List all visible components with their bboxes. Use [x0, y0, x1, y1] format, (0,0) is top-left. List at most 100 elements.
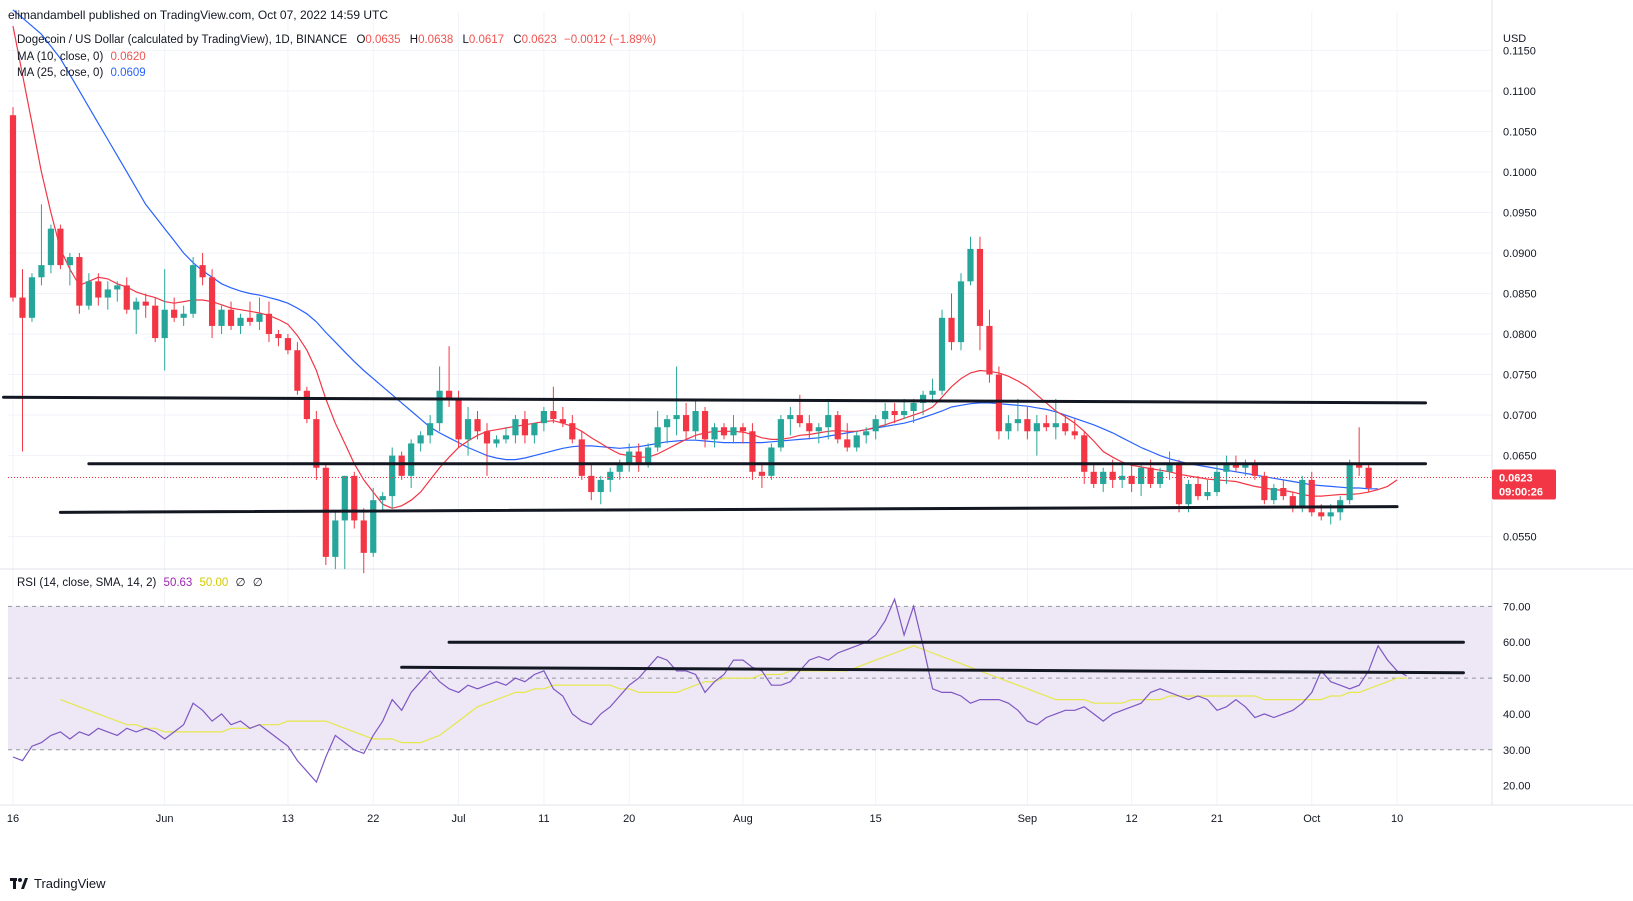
ma10-legend[interactable]: MA (10, close, 0) 0.0620: [17, 51, 146, 63]
rsi-lines: [12, 597, 1407, 784]
time-axis[interactable]: 16 Jun 13 22 Jul 11 20 Aug 15 Sep 12 21 Oct 10: [7, 813, 1403, 825]
candle-body: [142, 301, 149, 306]
candle-body: [341, 475, 348, 521]
candle-body: [227, 309, 235, 326]
candle-body: [408, 443, 415, 476]
publisher-line: elimandambell published on TradingView.c…: [8, 8, 388, 22]
candle-body: [1280, 488, 1287, 497]
candle-body: [796, 415, 803, 424]
candle-body: [190, 265, 197, 314]
tradingview-logo[interactable]: TradingView: [10, 876, 106, 891]
rsi-tick-label: 50.00: [1503, 673, 1531, 685]
candle-body: [588, 475, 595, 493]
candle-body: [464, 419, 472, 440]
candle-body: [635, 451, 642, 464]
candle-body: [38, 265, 45, 278]
rsi-axis[interactable]: 70.00 60.00 50.00 40.00 30.00 20.00: [1503, 601, 1531, 792]
candle-countdown: 09:00:26: [1499, 486, 1543, 498]
candle-body: [910, 402, 917, 412]
time-tick-label: 11: [538, 813, 549, 825]
candle-body: [370, 500, 377, 553]
rsi-legend[interactable]: RSI (14, close, SMA, 14, 2) 50.63 50.00 …: [17, 575, 263, 589]
candle-body: [1090, 471, 1097, 484]
candle-body: [512, 419, 519, 436]
drawn-trendlines[interactable]: [2, 395, 1465, 675]
price-tick-label: 0.0850: [1503, 289, 1537, 301]
symbol-legend[interactable]: Dogecoin / US Dollar (calculated by Trad…: [17, 34, 656, 46]
high-value: 0.0638: [418, 34, 454, 46]
candle-body: [578, 439, 585, 476]
candle-body: [237, 317, 244, 326]
price-tick-label: 0.0800: [1503, 329, 1537, 341]
candle-body: [1204, 492, 1211, 497]
rsi-tick-label: 20.00: [1503, 781, 1531, 793]
rsi-label[interactable]: RSI (14, close, SMA, 14, 2): [17, 577, 157, 589]
candle-body: [351, 475, 358, 521]
candle-body: [76, 257, 83, 306]
candle-body: [180, 313, 187, 318]
candle-body: [57, 228, 64, 266]
candle-body: [1052, 423, 1059, 428]
candle-body: [1299, 479, 1306, 509]
price-tick-label: 0.0650: [1503, 451, 1537, 463]
close-label: C: [513, 34, 522, 46]
candle-body: [28, 277, 36, 318]
candlestick-series: [9, 107, 1372, 574]
candle-body: [711, 427, 718, 440]
candle-body: [768, 447, 775, 476]
rsi-sma-value: 50.00: [199, 577, 229, 589]
price-tick-label: 0.1050: [1503, 126, 1537, 138]
candle-body: [66, 257, 73, 266]
open-label: O: [356, 34, 366, 46]
symbol-title[interactable]: Dogecoin / US Dollar (calculated by Trad…: [17, 34, 348, 46]
rsi-extra-1: ∅: [235, 577, 246, 589]
candle-body: [502, 435, 510, 440]
price-tick-label: 0.0950: [1503, 207, 1537, 219]
ma25-label[interactable]: MA (25, close, 0): [17, 67, 104, 79]
candle-body: [474, 419, 481, 432]
candle-body: [95, 281, 102, 298]
candle-body: [123, 285, 130, 310]
ma25-legend[interactable]: MA (25, close, 0) 0.0609: [17, 67, 146, 79]
candle-body: [303, 390, 310, 420]
time-tick-label: 16: [7, 813, 19, 825]
price-axis-currency: USD: [1503, 33, 1526, 45]
candle-body: [1043, 423, 1050, 428]
candle-body: [1175, 463, 1183, 505]
rsi-tick-label: 40.00: [1503, 709, 1531, 721]
candle-body: [976, 248, 984, 326]
time-tick-label: 12: [1126, 813, 1138, 825]
ma10-value: 0.0620: [110, 51, 146, 63]
candle-body: [664, 419, 671, 428]
candle-body: [294, 350, 301, 391]
price-tick-label: 0.1150: [1503, 45, 1536, 57]
candle-body: [701, 411, 709, 440]
rsi-value: 50.63: [163, 577, 193, 589]
candle-body: [1270, 488, 1277, 501]
candle-body: [1024, 419, 1031, 432]
candle-body: [1062, 423, 1069, 432]
candle-body: [673, 415, 680, 420]
tradingview-brand: TradingView: [34, 876, 106, 891]
time-tick-label: 20: [623, 813, 635, 825]
candle-body: [929, 390, 936, 395]
close-value: 0.0623: [521, 34, 557, 46]
ma10-label[interactable]: MA (10, close, 0): [17, 51, 104, 63]
candle-body: [995, 374, 1003, 432]
candle-body: [938, 317, 946, 391]
candle-body: [986, 325, 993, 375]
time-tick-label: Sep: [1018, 813, 1038, 825]
candle-body: [19, 297, 26, 318]
candle-body: [863, 431, 870, 436]
candle-body: [1109, 471, 1116, 480]
time-tick-label: Oct: [1303, 813, 1320, 825]
candle-body: [948, 317, 955, 343]
candle-body: [825, 415, 832, 428]
rsi-tick-label: 30.00: [1503, 745, 1531, 757]
candle-body: [1251, 463, 1258, 476]
candle-body: [787, 415, 794, 420]
candle-body: [436, 390, 443, 424]
ma25-line: [12, 9, 1379, 490]
